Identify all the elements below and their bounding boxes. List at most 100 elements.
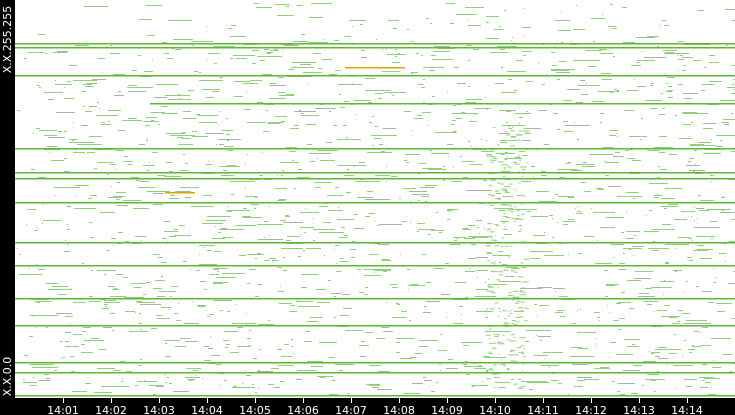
traffic-segment <box>63 357 65 358</box>
traffic-segment <box>434 268 444 269</box>
traffic-segment <box>283 270 287 271</box>
traffic-segment <box>424 306 427 307</box>
traffic-segment <box>120 361 126 362</box>
traffic-segment <box>421 196 429 197</box>
traffic-segment <box>55 80 56 81</box>
traffic-segment <box>431 55 436 56</box>
traffic-segment <box>639 293 649 294</box>
traffic-segment <box>183 154 185 155</box>
traffic-segment <box>703 128 713 129</box>
traffic-segment <box>488 352 493 354</box>
traffic-segment <box>303 72 322 73</box>
traffic-segment <box>404 111 411 112</box>
traffic-segment <box>490 52 508 53</box>
traffic-segment <box>38 177 46 178</box>
traffic-segment <box>143 294 146 295</box>
traffic-segment <box>183 261 187 262</box>
traffic-segment <box>214 63 217 64</box>
traffic-segment <box>99 349 106 350</box>
traffic-segment <box>508 167 512 169</box>
traffic-segment <box>247 122 266 123</box>
traffic-segment <box>406 162 409 163</box>
traffic-segment <box>316 289 326 290</box>
traffic-segment <box>361 57 367 58</box>
traffic-segment <box>616 133 617 134</box>
traffic-segment <box>498 387 506 389</box>
traffic-segment <box>118 91 121 92</box>
traffic-segment <box>418 84 423 85</box>
traffic-segment <box>180 98 181 99</box>
traffic-segment <box>156 84 178 85</box>
traffic-segment <box>149 385 163 386</box>
traffic-segment <box>667 77 675 78</box>
traffic-segment <box>476 270 488 271</box>
traffic-segment <box>711 387 712 388</box>
traffic-segment <box>469 121 477 122</box>
traffic-segment <box>138 55 141 56</box>
traffic-segment <box>449 211 450 212</box>
traffic-segment <box>521 204 522 205</box>
traffic-segment <box>258 387 259 388</box>
traffic-segment <box>486 371 488 372</box>
traffic-segment <box>474 108 491 109</box>
traffic-segment <box>505 245 509 247</box>
traffic-segment <box>520 291 527 293</box>
traffic-segment <box>621 232 624 233</box>
traffic-segment <box>492 364 497 366</box>
traffic-segment <box>153 193 164 194</box>
traffic-segment <box>113 370 121 371</box>
traffic-segment <box>571 41 572 42</box>
traffic-segment <box>616 303 621 304</box>
traffic-segment <box>161 307 171 308</box>
traffic-segment <box>192 131 197 132</box>
traffic-segment <box>509 349 516 351</box>
traffic-segment <box>452 113 478 114</box>
traffic-segment <box>275 116 287 117</box>
traffic-segment <box>243 208 247 209</box>
traffic-segment <box>151 112 165 113</box>
traffic-segment <box>26 224 27 225</box>
traffic-segment <box>215 226 216 227</box>
traffic-segment <box>652 229 675 230</box>
traffic-segment <box>511 323 515 325</box>
traffic-segment <box>504 226 506 228</box>
traffic-segment <box>664 305 670 306</box>
traffic-segment <box>640 139 642 140</box>
traffic-segment <box>513 354 519 356</box>
traffic-segment <box>472 237 488 238</box>
traffic-segment <box>694 220 695 221</box>
traffic-segment <box>45 53 47 54</box>
traffic-segment <box>407 269 410 270</box>
traffic-segment <box>227 206 228 207</box>
traffic-segment <box>712 367 721 368</box>
traffic-segment <box>278 365 293 366</box>
traffic-segment <box>669 353 677 354</box>
traffic-segment <box>339 237 348 238</box>
traffic-segment <box>64 251 70 252</box>
traffic-segment <box>255 197 258 198</box>
traffic-segment <box>523 355 526 357</box>
traffic-segment <box>627 280 641 281</box>
traffic-segment <box>523 127 531 129</box>
traffic-segment <box>436 382 438 383</box>
traffic-segment <box>700 258 712 259</box>
traffic-segment <box>272 260 279 261</box>
traffic-segment <box>559 61 566 62</box>
traffic-segment <box>731 219 735 220</box>
traffic-segment <box>503 228 508 230</box>
traffic-segment <box>269 98 286 99</box>
traffic-segment <box>606 217 624 218</box>
traffic-segment <box>157 296 165 297</box>
traffic-segment <box>663 294 664 295</box>
traffic-segment <box>114 288 117 289</box>
traffic-segment <box>242 216 251 217</box>
traffic-segment <box>461 342 482 343</box>
traffic-segment <box>336 263 337 264</box>
traffic-segment <box>152 152 158 153</box>
traffic-segment <box>198 306 205 307</box>
traffic-segment <box>374 272 375 273</box>
traffic-segment <box>709 81 722 82</box>
traffic-segment <box>506 204 513 206</box>
traffic-segment <box>578 348 588 349</box>
traffic-segment <box>617 391 620 392</box>
